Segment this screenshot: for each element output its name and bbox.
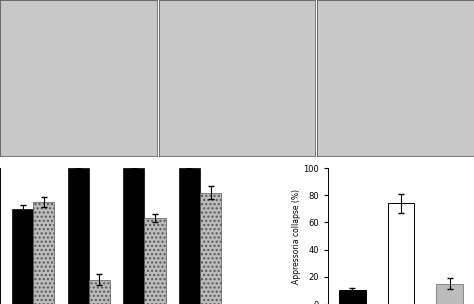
Bar (12, 209, 33, 304)
Bar (68, 168, 89, 304)
Bar (89, 279, 110, 304)
Y-axis label: Appressoria collapse (%): Appressoria collapse (%) (292, 188, 301, 284)
Bar (437, 284, 463, 304)
Bar (388, 203, 414, 304)
Bar (123, 168, 145, 304)
Bar (200, 192, 221, 304)
Bar (145, 218, 165, 304)
Bar (33, 202, 55, 304)
Bar (339, 290, 366, 304)
Bar (179, 168, 200, 304)
